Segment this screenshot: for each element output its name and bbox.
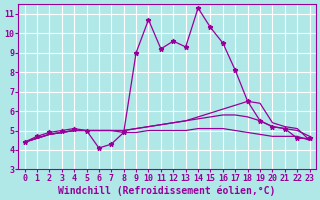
X-axis label: Windchill (Refroidissement éolien,°C): Windchill (Refroidissement éolien,°C)	[58, 185, 276, 196]
